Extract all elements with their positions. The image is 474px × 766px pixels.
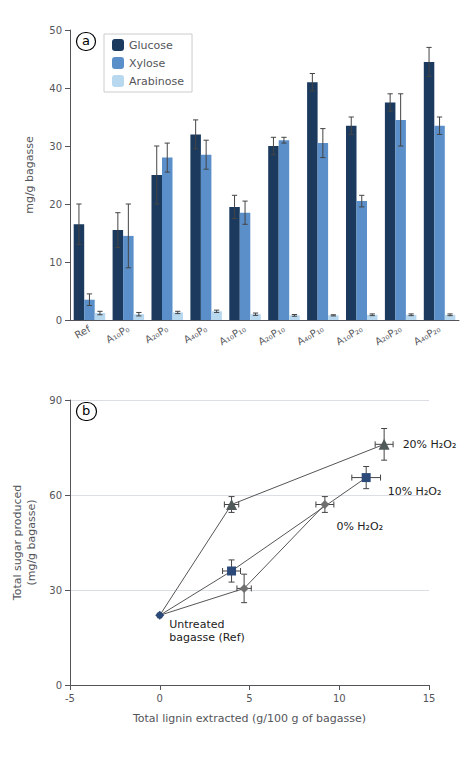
svg-text:b: b <box>82 403 90 418</box>
svg-text:Glucose: Glucose <box>129 39 173 52</box>
svg-text:Xylose: Xylose <box>129 57 166 70</box>
svg-text:0: 0 <box>56 315 62 326</box>
svg-text:20: 20 <box>49 199 62 210</box>
svg-text:A₁₀P₁₀: A₁₀P₁₀ <box>217 323 248 347</box>
svg-text:10% H₂O₂: 10% H₂O₂ <box>388 485 442 498</box>
svg-text:20% H₂O₂: 20% H₂O₂ <box>403 438 457 451</box>
svg-text:Total sugar produced: Total sugar produced <box>11 485 24 601</box>
svg-text:-5: -5 <box>65 693 75 704</box>
svg-text:Total lignin extracted (g/100: Total lignin extracted (g/100 g of bagas… <box>132 712 366 725</box>
svg-text:90: 90 <box>49 395 62 406</box>
svg-text:(mg/g bagasse): (mg/g bagasse) <box>25 499 38 585</box>
svg-text:15: 15 <box>423 693 436 704</box>
svg-text:0: 0 <box>56 680 62 691</box>
svg-text:A₁₀P₂₀: A₁₀P₂₀ <box>334 323 365 347</box>
svg-text:bagasse (Ref): bagasse (Ref) <box>169 631 245 644</box>
svg-text:10: 10 <box>333 693 346 704</box>
svg-text:a: a <box>82 33 90 48</box>
svg-text:Untreated: Untreated <box>169 618 224 631</box>
svg-text:Ref: Ref <box>73 323 93 341</box>
svg-text:A₂₀P₂₀: A₂₀P₂₀ <box>373 323 404 347</box>
svg-text:A₂₀P₁₀: A₂₀P₁₀ <box>256 323 287 347</box>
svg-text:A₂₀P₀: A₂₀P₀ <box>143 323 170 345</box>
svg-text:0: 0 <box>157 693 163 704</box>
svg-text:30: 30 <box>49 585 62 596</box>
svg-text:A₁₀P₀: A₁₀P₀ <box>104 323 131 345</box>
svg-text:40: 40 <box>49 83 62 94</box>
svg-text:mg/g bagasse: mg/g bagasse <box>23 136 36 214</box>
svg-text:60: 60 <box>49 490 62 501</box>
svg-text:A₄₀P₁₀: A₄₀P₁₀ <box>295 323 326 347</box>
svg-text:A₄₀P₂₀: A₄₀P₂₀ <box>412 323 443 347</box>
svg-text:50: 50 <box>49 25 62 36</box>
svg-text:A₄₀P₀: A₄₀P₀ <box>182 323 209 345</box>
svg-text:Arabinose: Arabinose <box>129 75 184 88</box>
svg-text:0% H₂O₂: 0% H₂O₂ <box>336 520 383 533</box>
svg-text:5: 5 <box>246 693 252 704</box>
svg-text:10: 10 <box>49 257 62 268</box>
svg-text:30: 30 <box>49 141 62 152</box>
